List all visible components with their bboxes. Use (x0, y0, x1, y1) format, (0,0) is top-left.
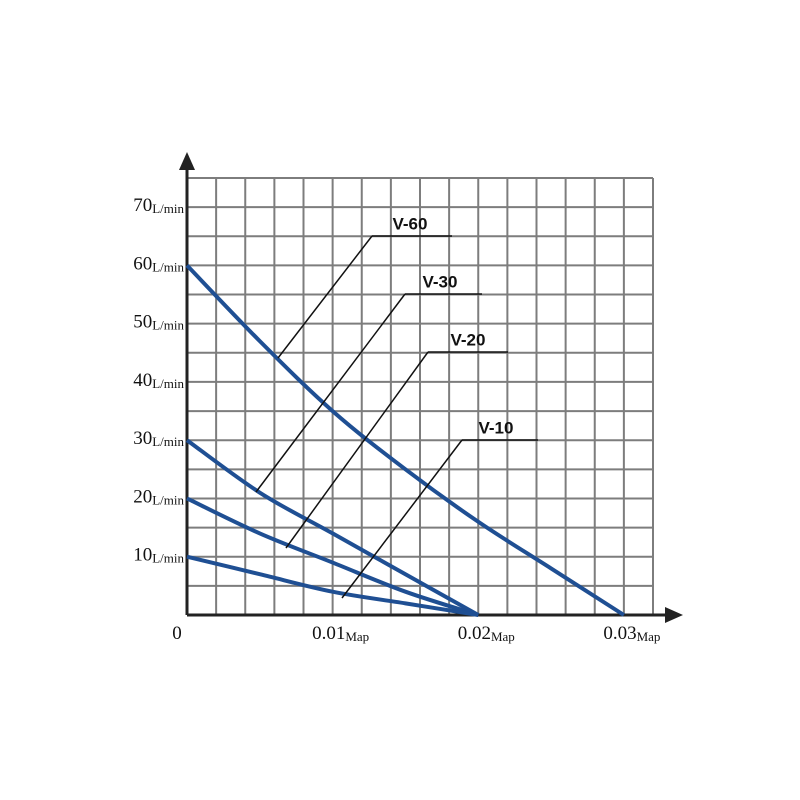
tick-unit: L/min (152, 318, 184, 333)
tick-unit: Map (637, 629, 661, 644)
tick-unit: Map (491, 629, 515, 644)
leader-line (277, 235, 373, 359)
tick-number: 20 (133, 487, 152, 508)
x-tick-label: 0 (172, 623, 182, 644)
tick-number: 40 (133, 370, 152, 391)
x-tick-label: 0.01Map (312, 623, 369, 644)
y-axis-arrow (179, 152, 195, 170)
tick-number: 0.02 (458, 623, 491, 644)
tick-number: 0 (172, 623, 182, 644)
series-line (186, 496, 479, 617)
tick-unit: L/min (152, 551, 184, 566)
y-tick-label: 10L/min (133, 545, 184, 566)
y-tick-label: 40L/min (133, 370, 184, 391)
leader-line (255, 293, 406, 493)
tick-number: 10 (133, 545, 152, 566)
tick-unit: L/min (152, 434, 184, 449)
y-tick-label: 30L/min (133, 429, 184, 450)
grid (186, 177, 654, 616)
x-axis-arrow (665, 607, 683, 623)
leader-line (341, 439, 463, 599)
series-line (185, 438, 480, 617)
y-tick-label: 20L/min (133, 487, 184, 508)
series-line (186, 554, 479, 617)
tick-number: 50 (133, 312, 152, 333)
tick-unit: L/min (152, 201, 184, 216)
y-tick-label: 50L/min (133, 312, 184, 333)
tick-unit: L/min (152, 492, 184, 507)
tick-number: 60 (133, 254, 152, 275)
tick-unit: L/min (152, 376, 184, 391)
y-tick-label: 70L/min (133, 195, 184, 216)
tick-number: 0.03 (603, 623, 636, 644)
series-label: V-20 (451, 330, 486, 349)
tick-number: 70 (133, 195, 152, 216)
x-tick-label: 0.03Map (603, 623, 660, 644)
series-label: V-30 (423, 272, 458, 291)
tick-unit: Map (345, 629, 369, 644)
tick-number: 0.01 (312, 623, 345, 644)
leader-line (285, 351, 429, 549)
series-line (185, 264, 625, 617)
y-tick-label: 60L/min (133, 254, 184, 275)
tick-unit: L/min (152, 259, 184, 274)
series-label: V-60 (393, 214, 428, 233)
series-label: V-10 (479, 418, 514, 437)
tick-number: 30 (133, 429, 152, 450)
x-tick-label: 0.02Map (458, 623, 515, 644)
